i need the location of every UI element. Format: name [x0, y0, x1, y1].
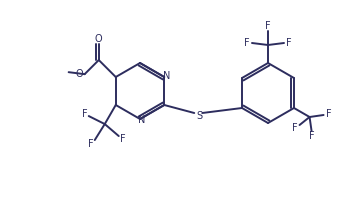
Text: F: F — [244, 38, 250, 48]
Text: F: F — [120, 134, 126, 144]
Text: F: F — [292, 123, 297, 133]
Text: N: N — [138, 115, 146, 125]
Text: N: N — [162, 71, 170, 81]
Text: F: F — [326, 109, 331, 119]
Text: O: O — [76, 69, 83, 79]
Text: F: F — [88, 139, 93, 149]
Text: F: F — [82, 109, 88, 119]
Text: F: F — [309, 131, 314, 141]
Text: F: F — [286, 38, 292, 48]
Text: O: O — [95, 34, 103, 44]
Text: S: S — [196, 111, 202, 121]
Text: F: F — [265, 21, 271, 31]
